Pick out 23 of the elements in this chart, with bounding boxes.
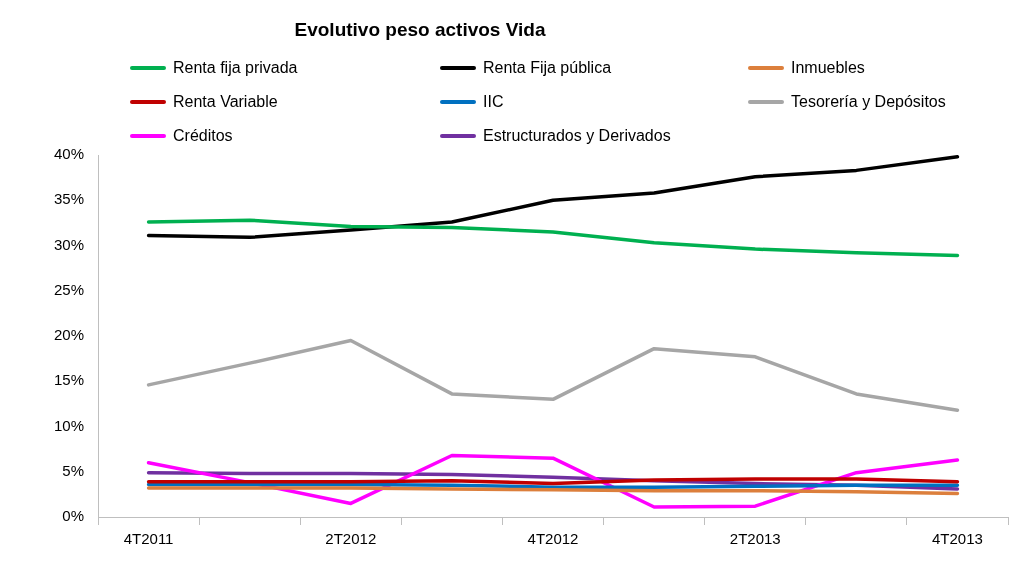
legend-label: Renta Fija pública <box>483 58 612 77</box>
legend-label: IIC <box>483 92 504 111</box>
legend-label: Tesorería y Depósitos <box>791 92 946 111</box>
legend-label: Renta Variable <box>173 92 278 111</box>
x-tick-label: 4T2013 <box>932 530 983 548</box>
x-tick-label: 4T2012 <box>527 530 579 548</box>
legend-label: Renta fija privada <box>173 58 298 77</box>
legend-label: Estructurados y Derivados <box>483 126 671 145</box>
y-tick-label: 10% <box>53 416 85 434</box>
chart-title: Evolutivo peso activos Vida <box>293 19 547 41</box>
x-tick-label: 4T2011 <box>123 530 174 548</box>
legend-label: Créditos <box>173 126 233 145</box>
y-tick-label: 35% <box>53 190 85 208</box>
y-tick-label: 40% <box>53 145 85 163</box>
y-tick-label: 0% <box>62 507 85 525</box>
y-tick-label: 15% <box>53 371 85 389</box>
legend-label: Inmuebles <box>791 58 865 77</box>
x-tick-label: 2T2012 <box>325 530 377 548</box>
y-tick-label: 5% <box>62 461 85 479</box>
y-tick-label: 25% <box>53 280 85 298</box>
y-tick-label: 20% <box>53 326 85 344</box>
x-tick-label: 2T2013 <box>729 530 781 548</box>
y-tick-label: 30% <box>53 235 85 253</box>
